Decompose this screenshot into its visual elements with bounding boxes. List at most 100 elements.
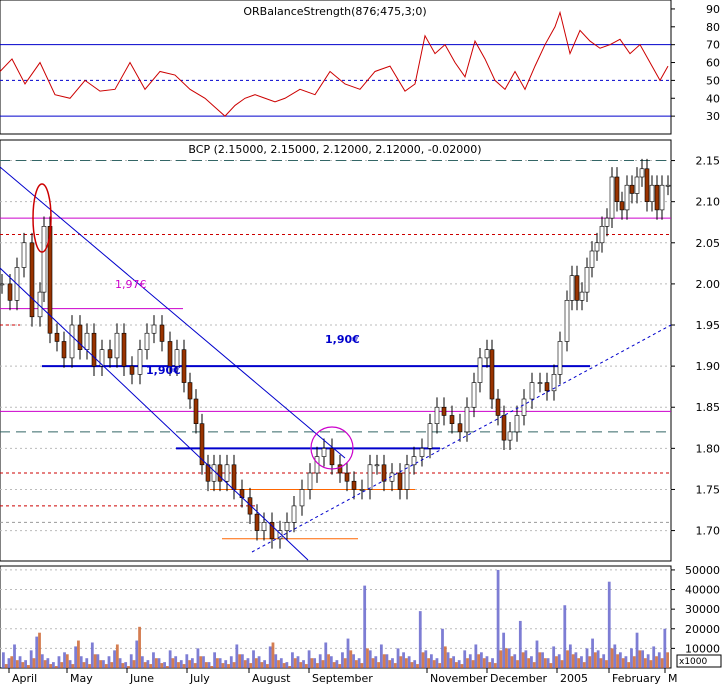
volume-bar-0-87 <box>485 656 489 668</box>
annotation-190-right: 1,90€ <box>325 333 360 346</box>
volume-unit-box <box>676 654 722 668</box>
volume-bar-1-85 <box>477 654 481 668</box>
volume-bar-1-77 <box>432 660 436 668</box>
volume-bar-0-64 <box>357 658 361 668</box>
volume-bar-1-75 <box>421 652 425 668</box>
volume-bar-0-4 <box>24 660 28 668</box>
volume-bar-0-74 <box>413 660 417 668</box>
indicator-ytick-label-3: 60 <box>706 57 720 70</box>
volume-bar-1-98 <box>549 663 553 668</box>
volume-bar-0-47 <box>263 660 267 668</box>
volume-bar-1-89 <box>499 650 503 668</box>
volume-bar-0-94 <box>524 650 528 668</box>
price-ytick-label-1: 1.75 <box>696 483 721 496</box>
volume-bar-1-99 <box>555 656 558 668</box>
candle-body-41 <box>291 505 297 523</box>
candle-body-17 <box>121 332 127 367</box>
volume-bar-0-114 <box>635 632 639 668</box>
volume-bar-1-40 <box>227 664 230 668</box>
candle-body-60 <box>434 406 440 424</box>
xtick-label-8: 2005 <box>560 672 588 685</box>
volume-bar-1-71 <box>399 656 403 668</box>
volume-bar-1-65 <box>366 648 369 668</box>
volume-bar-1-18 <box>104 664 108 668</box>
volume-bar-0-63 <box>352 654 355 668</box>
volume-bar-0-18 <box>102 660 105 668</box>
volume-bar-0-33 <box>185 654 189 668</box>
candle-body-70 <box>501 415 507 441</box>
volume-bar-1-20 <box>115 644 119 668</box>
candle-body-36 <box>254 513 260 531</box>
volume-bar-1-76 <box>427 658 430 668</box>
candle-body-25 <box>181 349 187 383</box>
volume-bar-0-13 <box>74 646 78 668</box>
volume-bar-0-36 <box>202 656 205 668</box>
volume-ytick-label-3: 40000 <box>685 584 720 597</box>
indicator-layer <box>0 10 671 117</box>
indicator-title: ORBalanceStrength(876;475,3;0) <box>243 5 426 18</box>
volume-bar-0-29 <box>163 662 166 668</box>
candle-body-57 <box>411 456 417 466</box>
volume-bar-0-21 <box>118 658 122 668</box>
volume-bar-1-50 <box>282 663 286 668</box>
candle-body-6 <box>41 226 47 293</box>
candle-body-63 <box>457 423 463 433</box>
candle-body-74 <box>529 382 535 400</box>
volume-bar-0-35 <box>196 648 200 668</box>
candle-body-76 <box>544 382 550 392</box>
volume-bar-0-73 <box>407 656 411 668</box>
volume-bar-1-115 <box>643 658 647 668</box>
volume-bar-1-45 <box>254 658 258 668</box>
indicator-ytick-label-1: 40 <box>706 92 720 105</box>
xtick-label-6: November <box>430 672 488 685</box>
volume-bar-0-2 <box>13 644 16 668</box>
price-ytick-label-7: 2.05 <box>696 237 721 250</box>
volume-bar-1-5 <box>32 658 36 668</box>
candle-body-28 <box>199 423 205 466</box>
volume-bar-1-118 <box>660 658 664 668</box>
volume-bar-1-104 <box>582 662 586 668</box>
volume-bar-1-43 <box>243 660 247 668</box>
candle-body-11 <box>77 324 83 350</box>
volume-bar-0-10 <box>57 656 61 668</box>
candle-body-67 <box>484 349 490 359</box>
volume-bar-0-69 <box>385 654 389 668</box>
candle-body-31 <box>217 464 223 482</box>
candle-body-27 <box>193 398 199 424</box>
volume-bar-1-36 <box>204 662 208 668</box>
indicator-ytick-label-2: 50 <box>706 74 720 87</box>
volume-bar-0-28 <box>157 658 161 668</box>
volume-bar-1-35 <box>199 656 203 668</box>
volume-bar-0-37 <box>207 662 211 668</box>
volume-bar-0-106 <box>591 638 594 668</box>
volume-bar-0-81 <box>452 656 456 668</box>
volume-bar-1-16 <box>93 654 97 668</box>
volume-bar-0-71 <box>396 648 400 668</box>
volume-bar-0-75 <box>418 611 422 668</box>
volume-bar-0-23 <box>129 654 133 668</box>
candle-body-95 <box>644 168 650 202</box>
candle-body-75 <box>537 382 543 384</box>
volume-bar-1-23 <box>132 660 136 668</box>
volume-bar-0-42 <box>235 644 239 668</box>
volume-bar-0-103 <box>574 652 578 668</box>
candle-body-15 <box>107 349 113 359</box>
candle-body-13 <box>91 332 97 367</box>
volume-bar-1-31 <box>177 662 180 668</box>
volume-bar-1-94 <box>527 658 531 668</box>
volume-bar-0-38 <box>213 652 216 668</box>
volume-unit-label: x1000 <box>679 657 708 667</box>
volume-bar-1-19 <box>110 662 114 668</box>
volume-bar-0-17 <box>96 654 100 668</box>
volume-bar-1-91 <box>510 656 514 668</box>
volume-bar-1-2 <box>15 660 19 668</box>
candle-body-71 <box>507 431 513 441</box>
candle-body-56 <box>404 464 410 490</box>
price-ytick-label-5: 1.95 <box>696 319 721 332</box>
volume-bar-1-44 <box>249 663 253 668</box>
volume-bar-0-27 <box>152 652 155 668</box>
volume-bar-1-9 <box>54 666 58 668</box>
volume-bar-1-33 <box>188 660 191 668</box>
candle-body-33 <box>231 464 237 490</box>
